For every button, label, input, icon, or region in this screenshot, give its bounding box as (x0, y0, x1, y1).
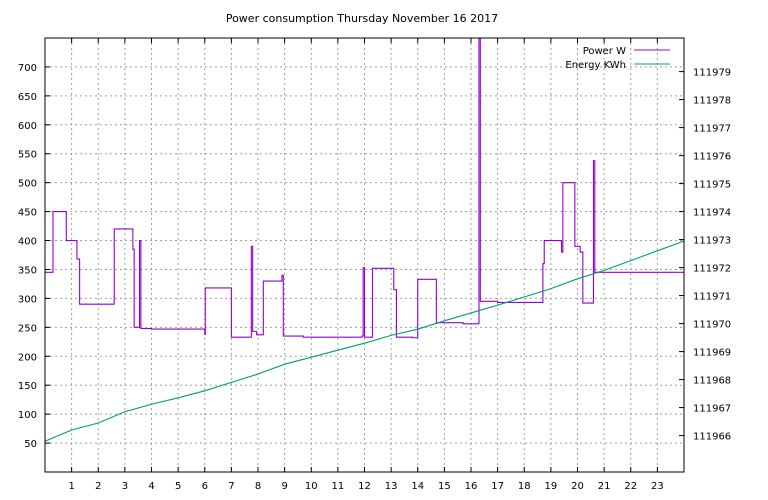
y-tick-label: 550 (18, 150, 37, 161)
x-tick-label: 1 (68, 481, 74, 492)
y2-tick-label: 111975 (693, 180, 731, 191)
y-tick-label: 450 (18, 208, 37, 219)
y-tick-label: 50 (24, 439, 37, 450)
y2-tick-label: 111976 (693, 152, 731, 163)
series-line-energy (44, 240, 685, 442)
y-tick-label: 250 (18, 323, 37, 334)
y2-tick-label: 111966 (693, 432, 731, 443)
x-tick-label: 7 (228, 481, 234, 492)
x-tick-label: 22 (624, 481, 637, 492)
y2-tick-label: 111968 (693, 376, 731, 387)
y-tick-label: 100 (18, 410, 37, 421)
y-tick-label: 350 (18, 265, 37, 276)
y2-tick-label: 111971 (693, 292, 731, 303)
grid (45, 38, 684, 472)
x-tick-label: 13 (385, 481, 398, 492)
x-tick-label: 11 (332, 481, 345, 492)
y2-tick-label: 111973 (693, 236, 731, 247)
y2-tick-label: 111979 (693, 68, 731, 79)
series-line-power (45, 37, 684, 339)
x-tick-label: 21 (598, 481, 611, 492)
y-tick-label: 700 (18, 63, 37, 74)
x-tick-label: 2 (95, 481, 101, 492)
x-tick-label: 5 (175, 481, 181, 492)
x-tick-label: 18 (518, 481, 531, 492)
x-tick-label: 9 (281, 481, 287, 492)
chart-title: Power consumption Thursday November 16 2… (226, 12, 498, 25)
x-tick-label: 12 (358, 481, 371, 492)
legend-label-power: Power W (583, 46, 626, 57)
x-tick-label: 17 (491, 481, 504, 492)
y2-tick-label: 111974 (693, 208, 731, 219)
x-tick-label: 3 (122, 481, 128, 492)
axes: 1 2 3 4 5 6 7 8 9 10 11 12 13 14 15 16 17 18 19 20 21 22 23501… (18, 38, 731, 492)
legend: Power W Energy KWh (565, 46, 670, 71)
x-tick-label: 16 (465, 481, 478, 492)
x-tick-label: 4 (148, 481, 154, 492)
x-tick-label: 15 (438, 481, 451, 492)
x-tick-label: 6 (202, 481, 208, 492)
x-tick-label: 23 (651, 481, 664, 492)
data-series (44, 37, 685, 442)
y2-tick-label: 111970 (693, 320, 731, 331)
y-tick-label: 400 (18, 237, 37, 248)
y-tick-label: 300 (18, 294, 37, 305)
y-tick-label: 200 (18, 352, 37, 363)
x-tick-label: 14 (411, 481, 424, 492)
y2-tick-label: 111977 (693, 124, 731, 135)
y-tick-label: 600 (18, 121, 37, 132)
y2-tick-label: 111967 (693, 404, 731, 415)
y2-tick-label: 111978 (693, 96, 731, 107)
x-tick-label: 19 (545, 481, 558, 492)
y2-tick-label: 111969 (693, 348, 731, 359)
x-tick-label: 20 (571, 481, 584, 492)
y-tick-label: 500 (18, 179, 37, 190)
x-tick-label: 10 (305, 481, 318, 492)
legend-label-energy: Energy KWh (565, 60, 626, 71)
y2-tick-label: 111972 (693, 264, 731, 275)
y-tick-label: 650 (18, 92, 37, 103)
y-tick-label: 150 (18, 381, 37, 392)
x-tick-label: 8 (255, 481, 261, 492)
